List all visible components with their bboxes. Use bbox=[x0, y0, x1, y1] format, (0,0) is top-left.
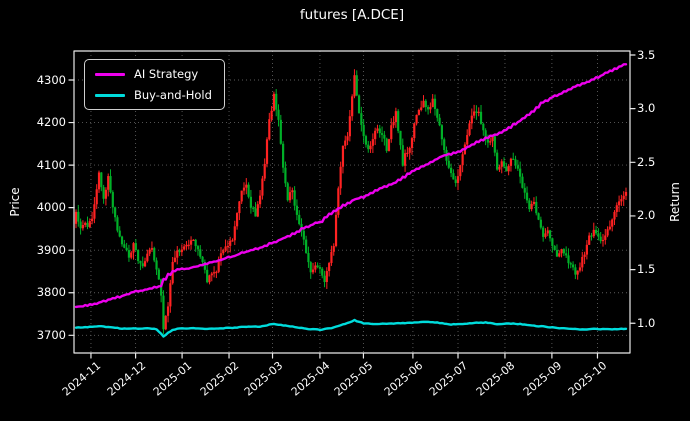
y-right-tick-label: 1.5 bbox=[637, 262, 656, 277]
y-left-tick-label: 4200 bbox=[36, 115, 66, 130]
left-axis-label: Price bbox=[8, 187, 22, 217]
right-axis-label: Return bbox=[668, 182, 682, 222]
y-left-tick-label: 3700 bbox=[36, 327, 66, 342]
ai-strategy-line-swatch bbox=[95, 72, 125, 76]
chart-title: futures [A.DCE] bbox=[299, 7, 405, 23]
legend-item-ai-strategy: AI Strategy bbox=[95, 67, 212, 81]
legend-label: Buy-and-Hold bbox=[134, 88, 212, 102]
y-left-tick-label: 3800 bbox=[36, 285, 66, 300]
buy-and-hold-line-swatch bbox=[95, 93, 125, 97]
y-left-tick-label: 4000 bbox=[36, 200, 66, 215]
y-right-tick-label: 2.5 bbox=[637, 154, 656, 169]
legend: AI Strategy Buy-and-Hold bbox=[84, 59, 225, 110]
y-left-tick-label: 4100 bbox=[36, 157, 66, 172]
y-right-tick-label: 3.5 bbox=[637, 47, 656, 62]
y-right-tick-label: 2.0 bbox=[637, 208, 656, 223]
y-right-tick-label: 3.0 bbox=[637, 101, 656, 116]
y-right-tick-label: 1.0 bbox=[637, 315, 656, 330]
y-left-tick-label: 4300 bbox=[36, 72, 66, 87]
y-left-tick-label: 3900 bbox=[36, 242, 66, 257]
legend-label: AI Strategy bbox=[134, 67, 199, 81]
legend-item-buy-and-hold: Buy-and-Hold bbox=[95, 88, 212, 102]
